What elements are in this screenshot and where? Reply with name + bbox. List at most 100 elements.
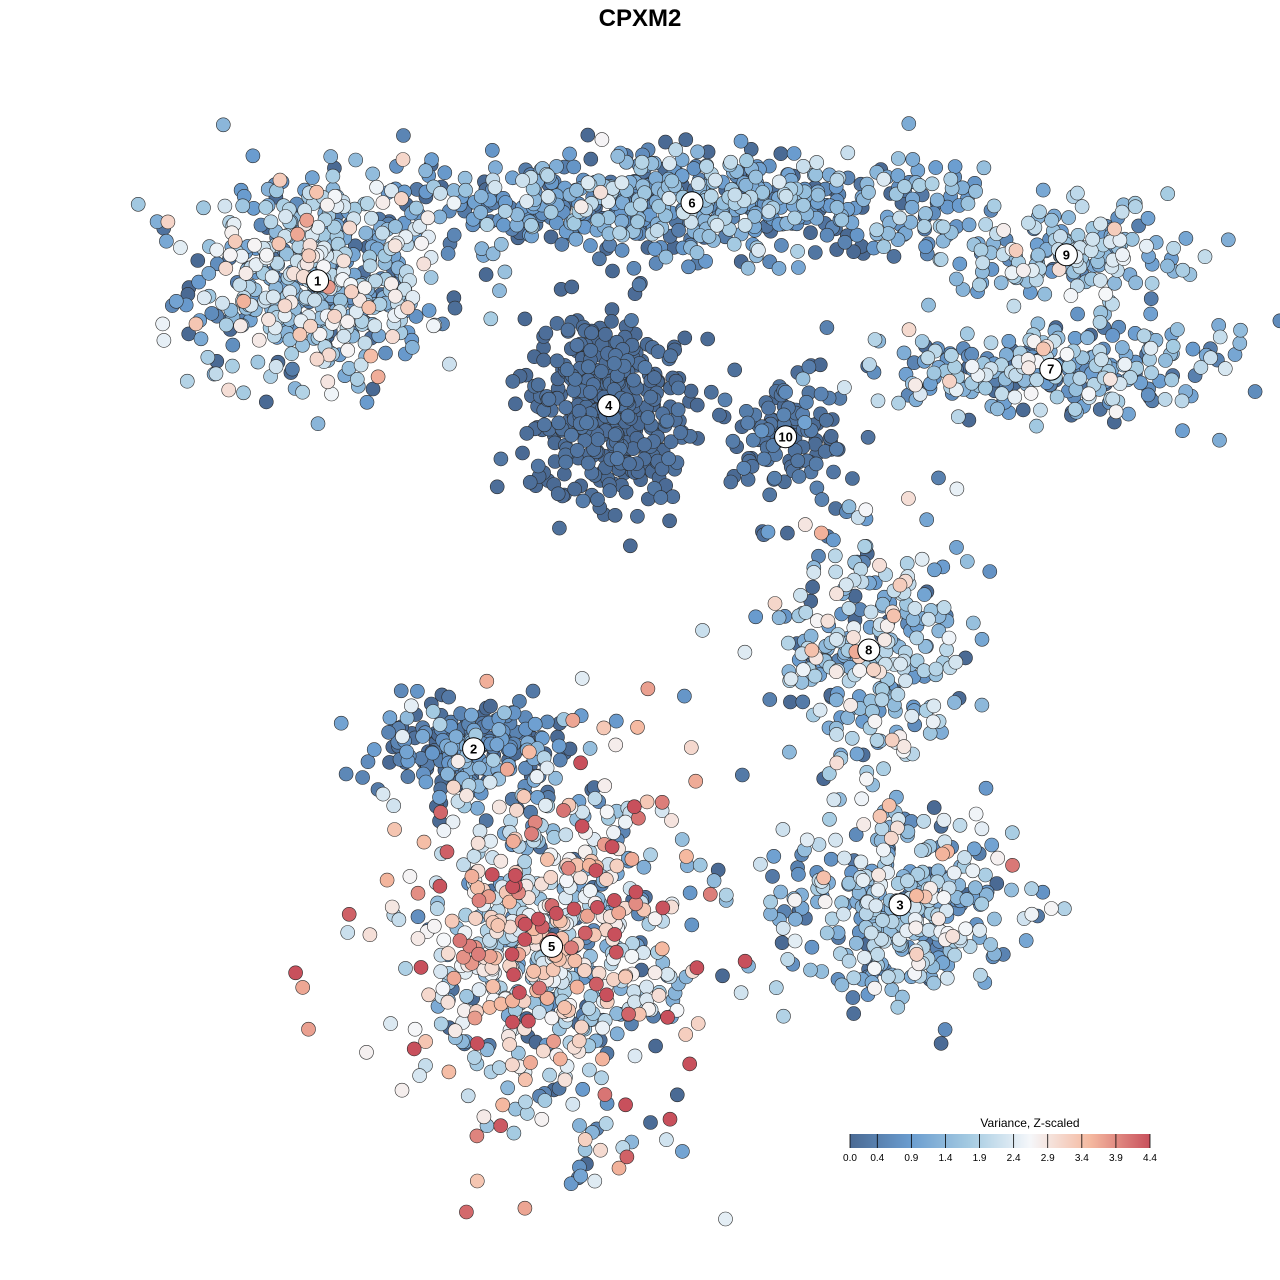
scatter-point — [817, 894, 833, 910]
scatter-point — [159, 233, 174, 249]
scatter-point — [890, 687, 906, 702]
scatter-point — [978, 867, 993, 883]
scatter-point — [568, 231, 584, 247]
scatter-point — [518, 1094, 533, 1110]
scatter-point — [557, 1072, 573, 1088]
scatter-point — [1272, 313, 1280, 329]
scatter-point — [540, 852, 555, 867]
cluster-label-text: 2 — [470, 741, 477, 756]
scatter-point — [1203, 350, 1218, 366]
scatter-point — [490, 918, 506, 933]
scatter-point — [872, 557, 887, 573]
scatter-point — [640, 681, 656, 697]
scatter-point — [857, 950, 872, 965]
scatter-point — [933, 1036, 949, 1051]
scatter-point — [1018, 933, 1034, 948]
scatter-point — [565, 712, 581, 728]
scatter-point — [1016, 263, 1031, 278]
scatter-point — [382, 710, 398, 726]
scatter-point — [834, 977, 850, 993]
scatter-point — [964, 346, 980, 362]
scatter-point — [259, 247, 275, 263]
scatter-point — [734, 767, 750, 783]
scatter-point — [1044, 901, 1059, 916]
scatter-point — [227, 234, 243, 249]
scatter-point — [263, 214, 279, 230]
scatter-point — [733, 133, 749, 149]
scatter-point — [808, 456, 824, 472]
scatter-point — [662, 1111, 678, 1127]
scatter-point — [525, 683, 541, 699]
scatter-point — [593, 1142, 608, 1158]
scatter-point — [369, 179, 384, 195]
scatter-point — [898, 673, 913, 689]
scatter-point — [622, 456, 637, 472]
scatter-point — [618, 1097, 633, 1113]
scatter-point — [658, 134, 673, 150]
scatter-point — [775, 822, 791, 837]
scatter-point — [651, 988, 667, 1003]
scatter-point — [561, 860, 576, 876]
scatter-point — [340, 314, 355, 330]
scatter-point — [983, 335, 999, 351]
scatter-point — [538, 325, 554, 341]
scatter-point — [1139, 238, 1154, 254]
scatter-point — [209, 242, 225, 258]
scatter-point — [841, 601, 857, 616]
scatter-point — [487, 180, 503, 195]
scatter-point — [643, 389, 659, 405]
scatter-point — [180, 373, 195, 389]
scatter-point — [552, 520, 567, 536]
scatter-point — [631, 277, 647, 293]
legend-tick-label: 1.4 — [939, 1153, 953, 1164]
scatter-point — [1093, 216, 1108, 232]
scatter-point — [238, 266, 254, 281]
scatter-point — [973, 967, 988, 983]
scatter-point — [320, 374, 336, 390]
scatter-point — [548, 906, 564, 921]
scatter-point — [845, 990, 861, 1005]
scatter-point — [426, 918, 442, 934]
scatter-point — [1030, 247, 1046, 263]
scatter-point — [866, 662, 881, 678]
scatter-point — [858, 502, 874, 518]
scatter-point — [767, 470, 782, 486]
scatter-point — [476, 1109, 492, 1125]
scatter-point — [288, 965, 303, 981]
scatter-point — [375, 225, 390, 241]
scatter-point — [1115, 247, 1130, 262]
scatter-point — [841, 499, 857, 515]
cluster-label: 7 — [1039, 357, 1063, 381]
scatter-point — [965, 615, 981, 631]
scatter-point — [357, 335, 373, 351]
scatter-point — [470, 835, 486, 851]
scatter-point — [458, 182, 473, 198]
scatter-point — [551, 738, 567, 754]
cluster-label: 3 — [888, 893, 912, 917]
scatter-point — [566, 159, 582, 175]
scatter-point — [675, 1144, 690, 1159]
scatter-point — [361, 300, 377, 315]
scatter-point — [871, 867, 886, 883]
scatter-point — [807, 245, 823, 260]
scatter-point — [845, 471, 860, 486]
scatter-point — [630, 508, 645, 524]
scatter-point — [1115, 340, 1130, 355]
scatter-point — [943, 171, 959, 187]
scatter-point — [983, 937, 998, 952]
scatter-point — [1024, 881, 1039, 897]
scatter-point — [939, 970, 955, 986]
scatter-point — [1061, 359, 1077, 374]
scatter-point — [829, 727, 844, 742]
scatter-point — [1070, 228, 1086, 243]
scatter-point — [931, 470, 946, 486]
scatter-point — [1221, 232, 1236, 248]
scatter-point — [1140, 211, 1156, 226]
scatter-point — [707, 172, 723, 188]
scatter-point — [386, 798, 402, 814]
scatter-point — [920, 350, 936, 366]
scatter-point — [359, 394, 375, 410]
scatter-point — [341, 906, 357, 922]
scatter-point — [225, 337, 241, 353]
